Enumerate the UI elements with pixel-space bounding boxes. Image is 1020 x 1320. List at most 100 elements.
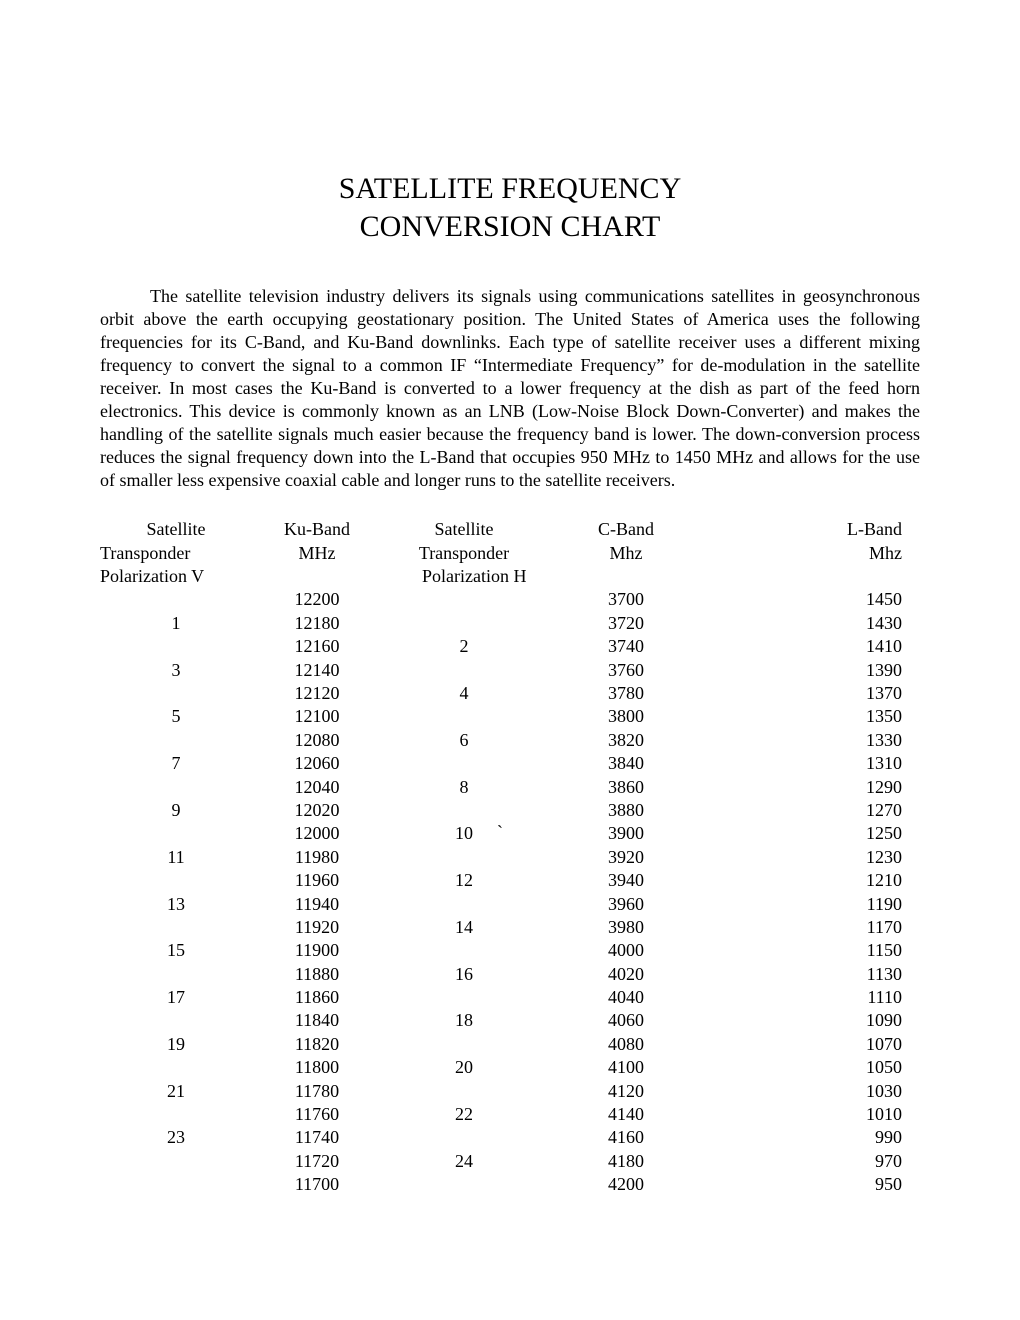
cell-transponder-v: 7: [100, 752, 252, 775]
table-row: 1220037001450: [100, 588, 920, 611]
cell-cband: 3780: [546, 682, 706, 705]
table-row: 11720244180970: [100, 1150, 920, 1173]
cell-transponder-h: [382, 1080, 546, 1103]
table-row: 191182040801070: [100, 1033, 920, 1056]
cell-transponder-h: [382, 986, 546, 1009]
cell-kuband: 11920: [252, 916, 382, 939]
cell-kuband: 12000: [252, 822, 382, 845]
cell-kuband: 12120: [252, 682, 382, 705]
cell-cband: 4140: [546, 1103, 706, 1126]
cell-lband: 1270: [706, 799, 920, 822]
cell-kuband: 12060: [252, 752, 382, 775]
cell-kuband: 12080: [252, 729, 382, 752]
cell-transponder-h: 22: [382, 1103, 546, 1126]
header-transponder-h: Transponder: [382, 542, 546, 565]
table-row: 51210038001350: [100, 705, 920, 728]
table-row: 23117404160990: [100, 1126, 920, 1149]
cell-lband: 1110: [706, 986, 920, 1009]
frequency-table: Satellite Ku-Band Satellite C-Band L-Ban…: [100, 518, 920, 1196]
header-cband: C-Band: [546, 518, 706, 541]
cell-lband: 970: [706, 1150, 920, 1173]
cell-cband: 3940: [546, 869, 706, 892]
header-blank: [706, 565, 920, 588]
cell-transponder-v: [100, 869, 252, 892]
cell-transponder-v: [100, 963, 252, 986]
cell-transponder-v: [100, 682, 252, 705]
cell-cband: 4100: [546, 1056, 706, 1079]
cell-transponder-v: 21: [100, 1080, 252, 1103]
table-row: 91202038801270: [100, 799, 920, 822]
header-satellite-v: Satellite: [100, 518, 252, 541]
table-header: Satellite Ku-Band Satellite C-Band L-Ban…: [100, 518, 920, 541]
cell-transponder-v: [100, 1150, 252, 1173]
cell-transponder-h: [382, 752, 546, 775]
cell-kuband: 11820: [252, 1033, 382, 1056]
header-blank: [252, 565, 382, 588]
cell-transponder-v: 1: [100, 612, 252, 635]
cell-cband: 3820: [546, 729, 706, 752]
cell-lband: 990: [706, 1126, 920, 1149]
table-row: 71206038401310: [100, 752, 920, 775]
table-row: 120001039001250: [100, 822, 920, 845]
header-polarization-h: Polarization H: [382, 565, 546, 588]
cell-lband: 1230: [706, 846, 920, 869]
table-row: 119201439801170: [100, 916, 920, 939]
cell-transponder-v: [100, 1173, 252, 1196]
cell-transponder-h: [382, 1173, 546, 1196]
cell-cband: 3900: [546, 822, 706, 845]
cell-transponder-h: [382, 612, 546, 635]
cell-lband: 1050: [706, 1056, 920, 1079]
cell-transponder-h: 18: [382, 1009, 546, 1032]
cell-kuband: 11880: [252, 963, 382, 986]
cell-transponder-h: [382, 1033, 546, 1056]
cell-cband: 4180: [546, 1150, 706, 1173]
table-header: Transponder MHz Transponder Mhz Mhz: [100, 542, 920, 565]
cell-cband: 3700: [546, 588, 706, 611]
cell-cband: 3860: [546, 776, 706, 799]
header-kuband: Ku-Band: [252, 518, 382, 541]
cell-kuband: 12200: [252, 588, 382, 611]
cell-transponder-v: [100, 776, 252, 799]
cell-kuband: 12020: [252, 799, 382, 822]
cell-transponder-v: 23: [100, 1126, 252, 1149]
cell-lband: 1170: [706, 916, 920, 939]
title-line2: CONVERSION CHART: [360, 210, 661, 243]
cell-lband: 950: [706, 1173, 920, 1196]
cell-cband: 4160: [546, 1126, 706, 1149]
cell-kuband: 11960: [252, 869, 382, 892]
cell-transponder-h: 16: [382, 963, 546, 986]
cell-lband: 1250: [706, 822, 920, 845]
cell-kuband: 11800: [252, 1056, 382, 1079]
cell-kuband: 11840: [252, 1009, 382, 1032]
cell-cband: 4120: [546, 1080, 706, 1103]
cell-transponder-h: [382, 893, 546, 916]
cell-transponder-h: [382, 846, 546, 869]
cell-kuband: 12180: [252, 612, 382, 635]
cell-lband: 1150: [706, 939, 920, 962]
table-row: 12040838601290: [100, 776, 920, 799]
cell-kuband: 11980: [252, 846, 382, 869]
cell-transponder-v: 11: [100, 846, 252, 869]
cell-transponder-v: [100, 916, 252, 939]
cell-kuband: 11900: [252, 939, 382, 962]
cell-cband: 3980: [546, 916, 706, 939]
cell-kuband: 11860: [252, 986, 382, 1009]
cell-transponder-h: [382, 939, 546, 962]
table-header: Polarization V Polarization H: [100, 565, 920, 588]
table-row: 171186040401110: [100, 986, 920, 1009]
title-line1: SATELLITE FREQUENCY: [339, 172, 681, 205]
cell-cband: 3920: [546, 846, 706, 869]
header-c-mhz: Mhz: [546, 542, 706, 565]
header-transponder-v: Transponder: [100, 542, 252, 565]
cell-transponder-h: 14: [382, 916, 546, 939]
table-row: 117004200950: [100, 1173, 920, 1196]
cell-lband: 1290: [706, 776, 920, 799]
cell-cband: 4200: [546, 1173, 706, 1196]
cell-kuband: 11780: [252, 1080, 382, 1103]
cell-transponder-h: 20: [382, 1056, 546, 1079]
table-row: 118801640201130: [100, 963, 920, 986]
cell-lband: 1430: [706, 612, 920, 635]
cell-cband: 4060: [546, 1009, 706, 1032]
header-l-mhz: Mhz: [706, 542, 920, 565]
cell-cband: 4020: [546, 963, 706, 986]
